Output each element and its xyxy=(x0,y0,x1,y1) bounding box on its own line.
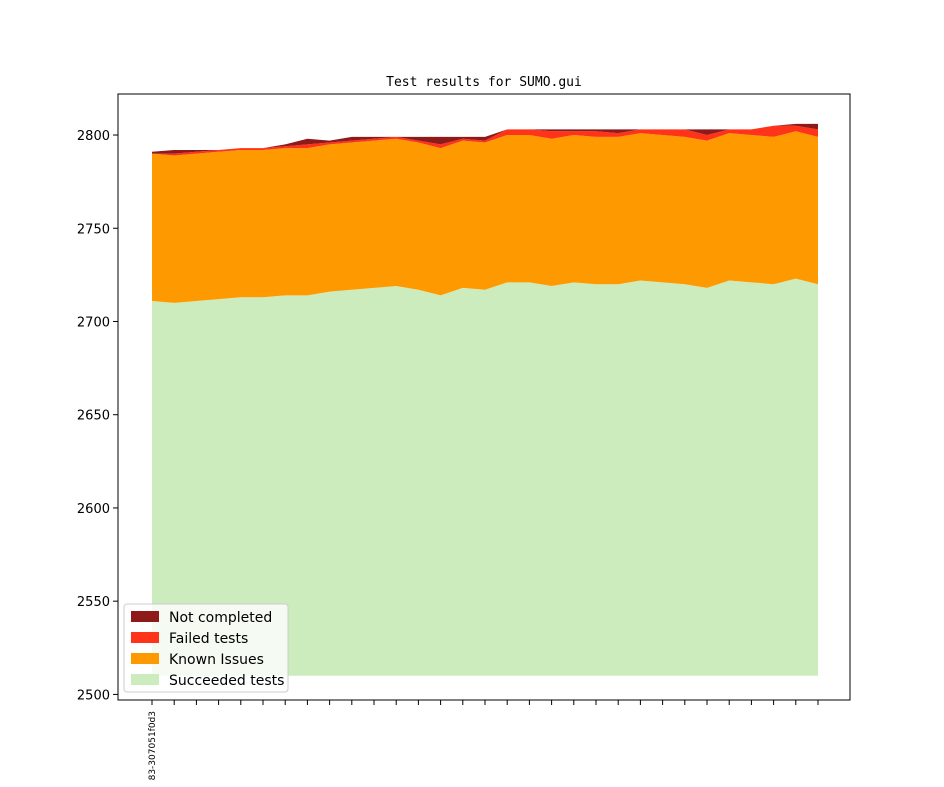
x-axis: 83-307051f0d3 xyxy=(148,700,819,780)
legend-swatch xyxy=(131,674,159,685)
legend: Not completed Failed tests Known Issues Suc… xyxy=(123,603,289,693)
legend-box xyxy=(123,603,289,693)
y-axis: 2500 2550 2600 2650 2700 2750 2800 xyxy=(77,129,118,703)
legend-label: Failed tests xyxy=(169,631,248,647)
area-not-completed xyxy=(152,123,818,154)
legend-label: Not completed xyxy=(169,610,272,626)
y-tick-label: 2750 xyxy=(77,222,110,237)
legend-swatch xyxy=(131,632,159,643)
y-tick-label: 2600 xyxy=(77,502,110,517)
legend-label: Succeeded tests xyxy=(169,673,284,689)
y-tick-label: 2500 xyxy=(77,688,110,703)
y-tick-label: 2650 xyxy=(77,409,110,424)
x-tick-label: 83-307051f0d3 xyxy=(148,711,158,780)
y-tick-label: 2800 xyxy=(77,129,110,144)
legend-swatch xyxy=(131,653,159,664)
area-known-issues xyxy=(152,131,818,303)
y-tick-label: 2700 xyxy=(77,315,110,330)
legend-label: Known Issues xyxy=(169,652,264,668)
area-succeeded xyxy=(152,278,818,676)
legend-swatch xyxy=(131,611,159,622)
chart-title: Test results for SUMO.gui xyxy=(386,75,582,90)
y-tick-label: 2550 xyxy=(77,595,110,610)
plot-frame xyxy=(117,93,851,701)
area-layers xyxy=(152,123,818,676)
